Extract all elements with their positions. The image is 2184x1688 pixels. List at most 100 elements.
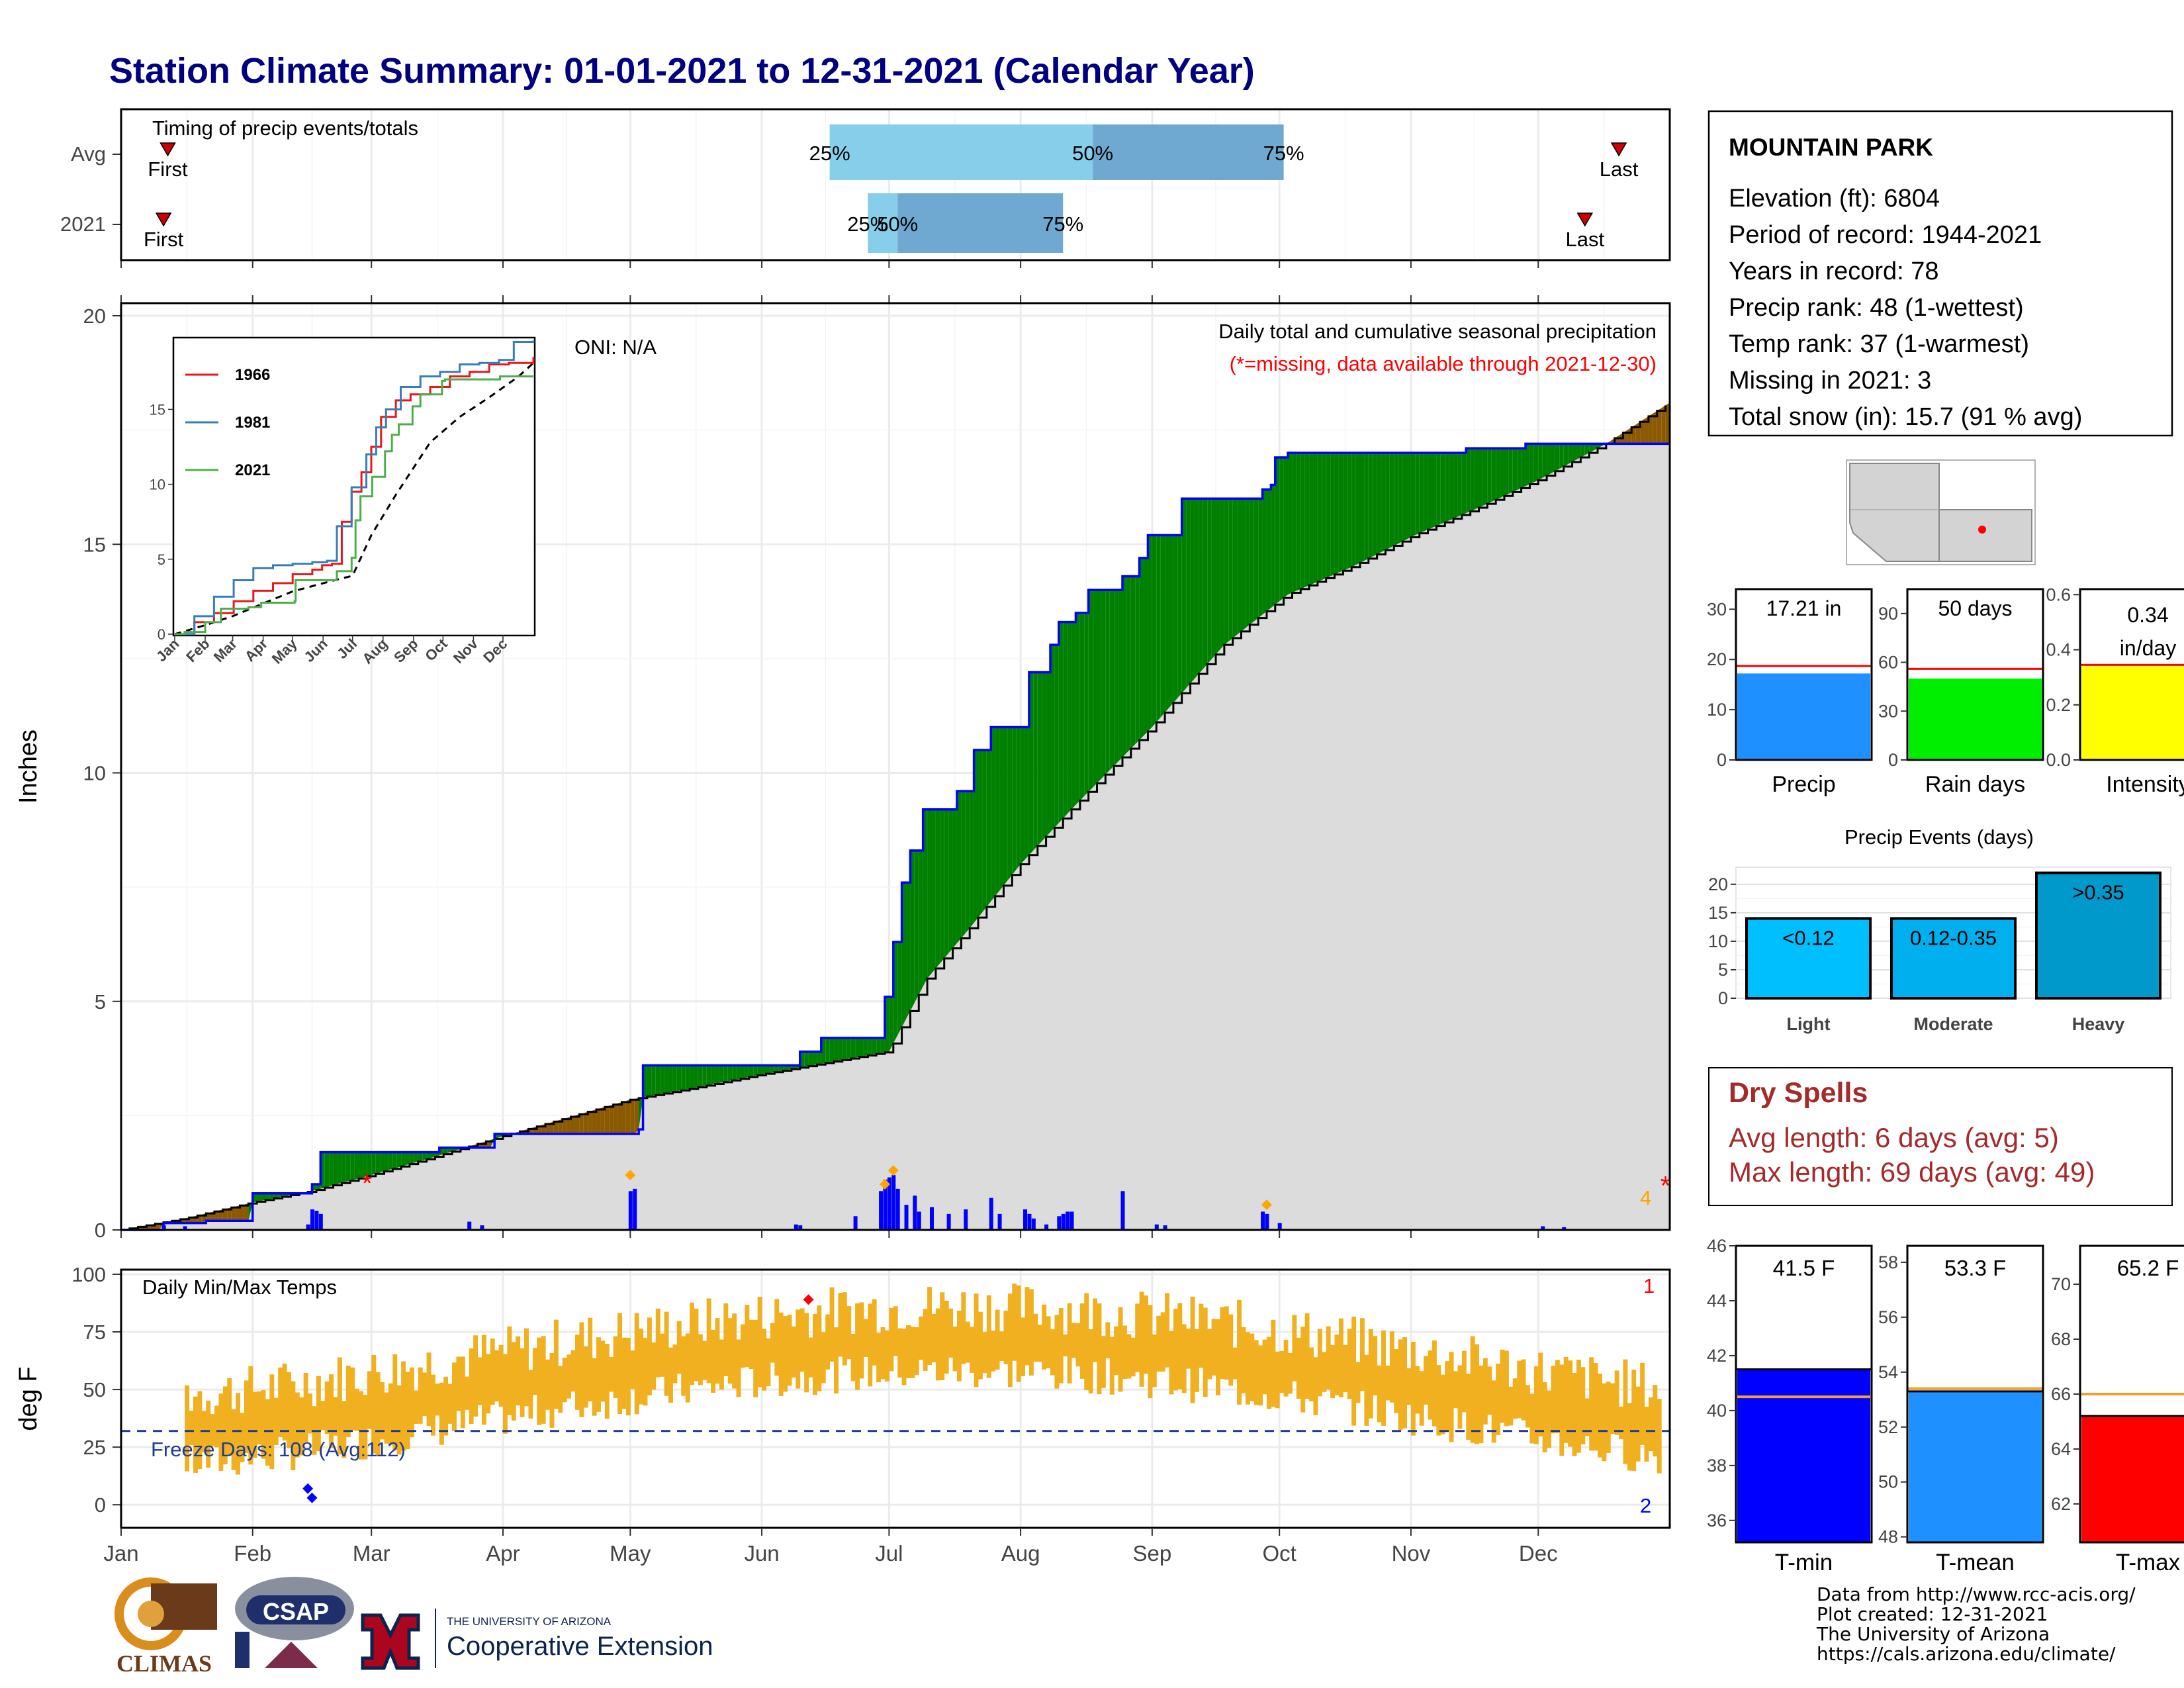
- daily-temp-bar: [711, 1329, 716, 1393]
- surplus-area: [1130, 576, 1136, 749]
- surplus-area: [685, 1065, 690, 1090]
- daily-temp-bar: [596, 1337, 601, 1412]
- surplus-area: [774, 1065, 779, 1072]
- deficit-area: [227, 1207, 232, 1221]
- surplus-area: [914, 850, 919, 1004]
- daily-temp-bar: [333, 1397, 338, 1436]
- daily-temp-bar: [1292, 1315, 1297, 1382]
- surplus-area: [1190, 498, 1195, 684]
- surplus-area: [676, 1065, 682, 1092]
- daily-temp-bar: [1347, 1329, 1352, 1399]
- dry-spells-title: Dry Spells: [1729, 1077, 1868, 1109]
- daily-temp-bar: [1317, 1329, 1322, 1397]
- surplus-area: [961, 791, 966, 939]
- daily-temp-bar: [639, 1329, 644, 1405]
- temp-bar-tick-label: 68: [2051, 1329, 2071, 1349]
- daily-temp-bar: [749, 1319, 754, 1370]
- daily-temp-bar: [643, 1337, 648, 1406]
- daily-temp-bar: [923, 1309, 928, 1371]
- surplus-area: [1288, 453, 1293, 595]
- surplus-area: [341, 1152, 346, 1184]
- daily-temp-bar: [1623, 1359, 1628, 1464]
- surplus-area: [1453, 453, 1458, 519]
- daily-temp-bar: [762, 1329, 766, 1391]
- daily-temp-bar: [1126, 1334, 1132, 1379]
- locator-map: [1846, 459, 2036, 565]
- daily-temp-bar: [1533, 1366, 1539, 1444]
- daily-temp-bar: [269, 1374, 275, 1470]
- daily-temp-bar: [604, 1344, 610, 1419]
- daily-temp-bar: [1228, 1314, 1234, 1386]
- surplus-area: [405, 1152, 410, 1166]
- daily-temp-bar: [443, 1376, 449, 1436]
- daily-temp-bar: [1538, 1352, 1543, 1436]
- surplus-area: [1326, 453, 1331, 579]
- event-bar: [2035, 871, 2161, 1000]
- daily-temp-bar: [570, 1350, 576, 1392]
- daily-precip-bar: [1066, 1211, 1070, 1230]
- daily-precip-bar: [1027, 1213, 1032, 1230]
- daily-precip-bar: [904, 1205, 909, 1230]
- daily-temp-bar: [1542, 1382, 1547, 1453]
- daily-temp-bar: [609, 1356, 614, 1392]
- temp-count-bottom: 2: [1640, 1494, 1651, 1517]
- daily-temp-bar: [965, 1321, 970, 1363]
- daily-temp-bar: [842, 1292, 847, 1366]
- timing-bar-2021-q25-q50: [868, 193, 898, 253]
- surplus-area: [1271, 485, 1275, 608]
- summary-bar-value: 17.21 in: [1766, 596, 1842, 620]
- daily-temp-bar: [375, 1372, 381, 1456]
- surplus-area: [1445, 453, 1449, 523]
- surplus-area: [1436, 453, 1441, 526]
- temp-bar-tick-label: 64: [2051, 1439, 2071, 1459]
- daily-temp-bar: [1322, 1352, 1327, 1392]
- surplus-area: [757, 1065, 762, 1076]
- daily-precip-bar: [997, 1213, 1002, 1230]
- daily-temp-bar: [507, 1326, 512, 1415]
- daily-temp-bar: [1351, 1317, 1357, 1426]
- daily-temp-bar: [914, 1327, 919, 1375]
- surplus-area: [1551, 444, 1555, 474]
- daily-temp-bar: [889, 1307, 894, 1372]
- deficit-area: [1648, 413, 1653, 444]
- surplus-area: [363, 1152, 367, 1178]
- daily-temp-bar: [1461, 1350, 1467, 1413]
- daily-precip-bar: [913, 1196, 917, 1230]
- timing-quantile-label: 25%: [809, 142, 850, 165]
- surplus-area: [706, 1065, 711, 1086]
- temp-bar-border: [1735, 1244, 1873, 1544]
- daily-temp-bar: [329, 1374, 334, 1448]
- daily-temp-bar: [545, 1359, 551, 1410]
- surplus-area: [1304, 453, 1310, 588]
- inset-y-tick-label: 15: [150, 401, 165, 418]
- daily-temp-bar: [698, 1334, 703, 1385]
- daily-temp-bar: [1250, 1333, 1255, 1401]
- temp-bar-tick-label: 70: [2051, 1274, 2071, 1294]
- daily-temp-bar: [600, 1340, 606, 1402]
- surplus-area: [1194, 498, 1199, 679]
- temp-bar-tick-label: 38: [1707, 1456, 1727, 1476]
- daily-temp-bar: [655, 1308, 660, 1378]
- surplus-area: [846, 1037, 851, 1060]
- surplus-area: [1007, 727, 1013, 880]
- surplus-area: [1037, 672, 1042, 846]
- surplus-area: [380, 1152, 385, 1173]
- daily-temp-bar: [1432, 1340, 1437, 1427]
- daily-temp-bar: [850, 1333, 856, 1382]
- surplus-area: [868, 1037, 872, 1056]
- daily-precip-bar: [1541, 1226, 1545, 1230]
- daily-precip-bar: [895, 1188, 900, 1230]
- surplus-area: [1262, 489, 1267, 615]
- daily-temp-bar: [927, 1287, 932, 1366]
- deficit-area: [588, 1110, 592, 1134]
- surplus-area: [384, 1152, 388, 1172]
- surplus-area: [948, 809, 953, 954]
- daily-temp-bar: [401, 1361, 406, 1451]
- daily-temp-bar: [456, 1356, 461, 1411]
- temp-bar: [2081, 1416, 2184, 1542]
- surplus-area: [745, 1065, 749, 1078]
- surplus-area: [834, 1037, 839, 1062]
- daily-temp-bar: [1288, 1352, 1293, 1394]
- month-tick-label: May: [610, 1541, 651, 1566]
- summary-bar-border: [1906, 588, 2044, 761]
